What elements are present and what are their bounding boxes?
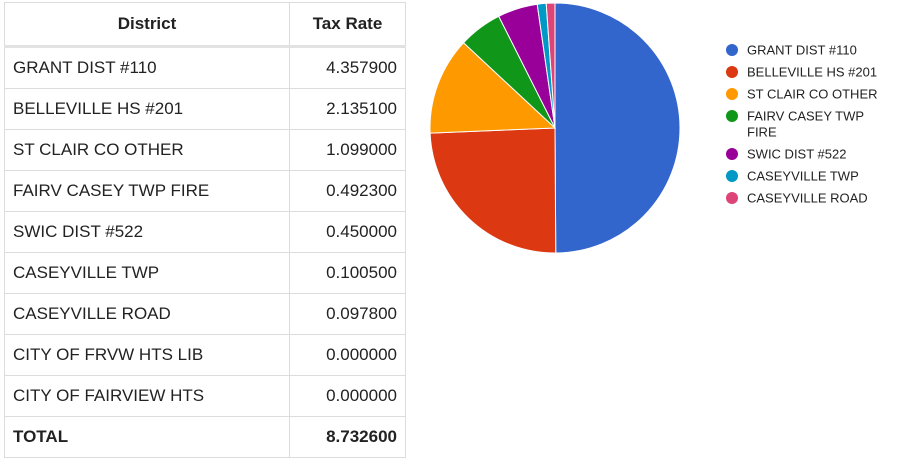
table-row: BELLEVILLE HS #201 2.135100 bbox=[4, 88, 406, 130]
table-row: FAIRV CASEY TWP FIRE 0.492300 bbox=[4, 170, 406, 212]
table-header-row: District Tax Rate bbox=[4, 2, 406, 48]
pie-slice[interactable] bbox=[429, 127, 557, 254]
legend-marker bbox=[726, 170, 738, 182]
legend-marker bbox=[726, 148, 738, 160]
tax-rate-column-header: Tax Rate bbox=[289, 2, 406, 48]
tax-rate-cell: 4.357900 bbox=[289, 46, 406, 89]
legend-marker bbox=[726, 66, 738, 78]
table-row: CASEYVILLE ROAD 0.097800 bbox=[4, 293, 406, 335]
legend-item[interactable]: FAIRV CASEY TWP FIRE bbox=[726, 109, 864, 140]
district-cell: SWIC DIST #522 bbox=[4, 211, 290, 253]
total-row: TOTAL 8.732600 bbox=[4, 416, 406, 458]
tax-rate-cell: 0.492300 bbox=[289, 170, 406, 212]
district-cell: BELLEVILLE HS #201 bbox=[4, 88, 290, 130]
tax-rate-cell: 0.100500 bbox=[289, 252, 406, 294]
legend-label: CASEYVILLE TWP bbox=[747, 169, 859, 184]
pie-chart-area: GRANT DIST #110 BELLEVILLE HS #201 ST CLAI… bbox=[420, 0, 900, 260]
legend-label: FAIRV CASEY TWP FIRE bbox=[747, 109, 864, 140]
district-cell: CITY OF FAIRVIEW HTS bbox=[4, 375, 290, 417]
table-body: GRANT DIST #110 4.357900 BELLEVILLE HS #20… bbox=[4, 46, 406, 458]
tax-rate-table: District Tax Rate GRANT DIST #110 4.35790… bbox=[4, 2, 406, 458]
tax-rate-cell: 1.099000 bbox=[289, 129, 406, 171]
tax-rate-cell: 2.135100 bbox=[289, 88, 406, 130]
legend-item[interactable]: GRANT DIST #110 bbox=[726, 43, 857, 58]
legend-label: CASEYVILLE ROAD bbox=[747, 191, 868, 206]
legend-marker bbox=[726, 88, 738, 100]
district-cell: FAIRV CASEY TWP FIRE bbox=[4, 170, 290, 212]
legend-item[interactable]: BELLEVILLE HS #201 bbox=[726, 65, 877, 80]
tax-rate-cell: 0.000000 bbox=[289, 375, 406, 417]
legend-label: ST CLAIR CO OTHER bbox=[747, 87, 878, 102]
pie-slice[interactable] bbox=[429, 42, 557, 134]
district-column-header: District bbox=[4, 2, 290, 48]
legend-item[interactable]: CASEYVILLE ROAD bbox=[726, 191, 868, 206]
district-cell: GRANT DIST #110 bbox=[4, 46, 290, 89]
pie-chart: GRANT DIST #110 BELLEVILLE HS #201 ST CLAI… bbox=[429, 2, 878, 254]
district-cell: CITY OF FRVW HTS LIB bbox=[4, 334, 290, 376]
district-cell: ST CLAIR CO OTHER bbox=[4, 129, 290, 171]
legend-item[interactable]: ST CLAIR CO OTHER bbox=[726, 87, 878, 102]
district-cell: CASEYVILLE ROAD bbox=[4, 293, 290, 335]
legend-item[interactable]: CASEYVILLE TWP bbox=[726, 169, 859, 184]
legend-marker bbox=[726, 44, 738, 56]
legend-marker bbox=[726, 192, 738, 204]
total-label: TOTAL bbox=[4, 416, 290, 458]
pie-slice[interactable] bbox=[545, 2, 556, 129]
table-row: GRANT DIST #110 4.357900 bbox=[4, 46, 406, 89]
district-cell: CASEYVILLE TWP bbox=[4, 252, 290, 294]
tax-rate-cell: 0.000000 bbox=[289, 334, 406, 376]
table-row: CITY OF FAIRVIEW HTS 0.000000 bbox=[4, 375, 406, 417]
total-value: 8.732600 bbox=[289, 416, 406, 458]
legend-label: BELLEVILLE HS #201 bbox=[747, 65, 877, 80]
tax-rate-cell: 0.097800 bbox=[289, 293, 406, 335]
table-row: CITY OF FRVW HTS LIB 0.000000 bbox=[4, 334, 406, 376]
pie-slice[interactable] bbox=[554, 2, 681, 254]
legend-item[interactable]: SWIC DIST #522 bbox=[726, 147, 846, 162]
table-row: ST CLAIR CO OTHER 1.099000 bbox=[4, 129, 406, 171]
legend-label: GRANT DIST #110 bbox=[747, 43, 857, 58]
tax-rate-cell: 0.450000 bbox=[289, 211, 406, 253]
table-row: SWIC DIST #522 0.450000 bbox=[4, 211, 406, 253]
legend-marker bbox=[726, 110, 738, 122]
legend-label: SWIC DIST #522 bbox=[747, 147, 846, 162]
table-row: CASEYVILLE TWP 0.100500 bbox=[4, 252, 406, 294]
